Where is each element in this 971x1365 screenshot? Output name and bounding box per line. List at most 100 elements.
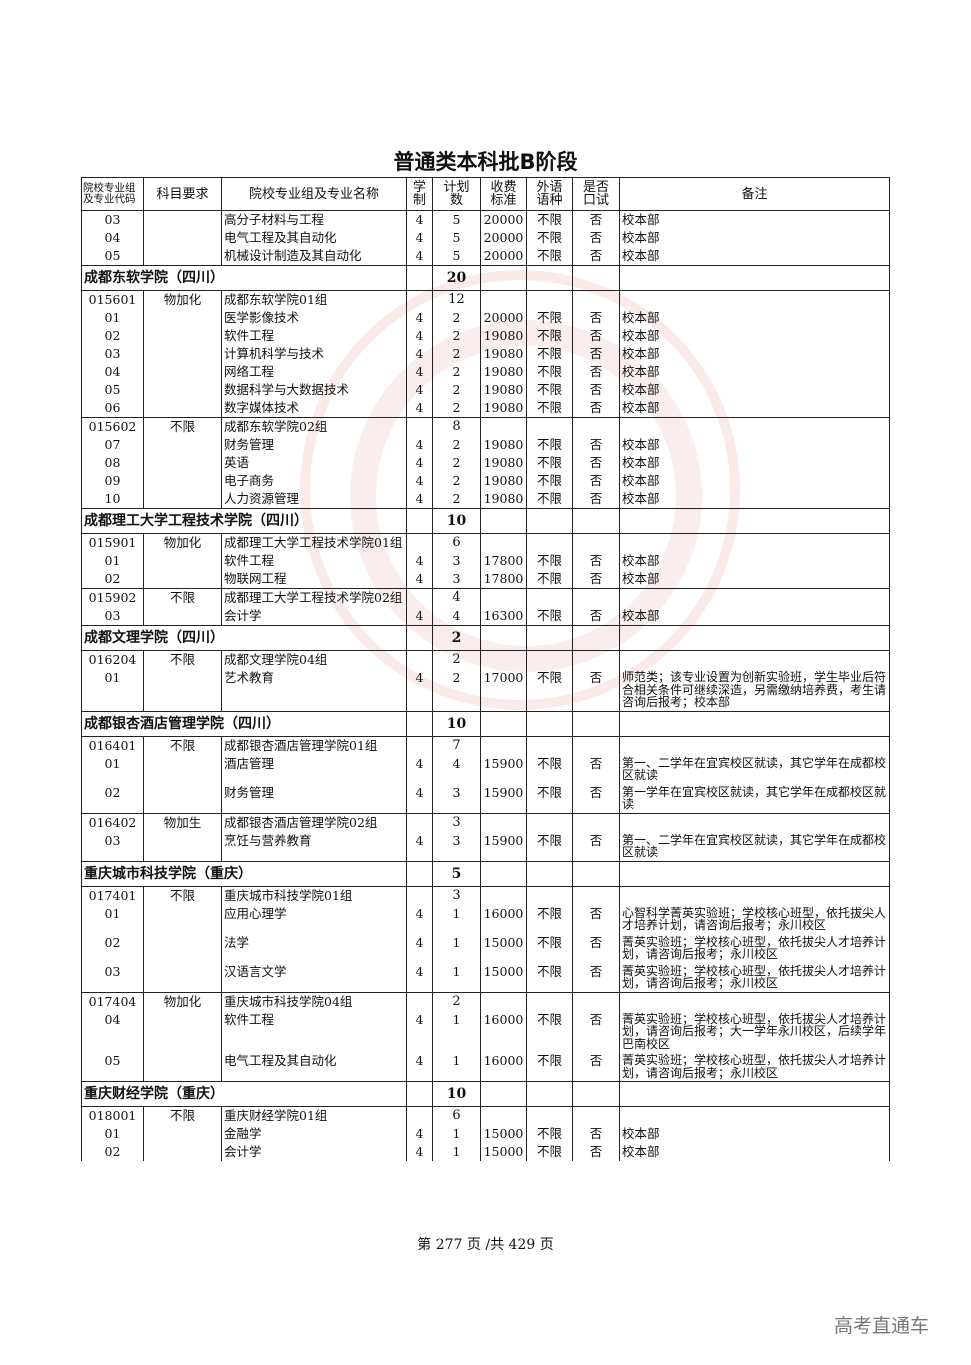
years: 4 bbox=[406, 472, 433, 490]
major-code: 01 bbox=[81, 1125, 144, 1143]
note-cell bbox=[619, 991, 890, 1011]
note-cell bbox=[619, 588, 890, 607]
years: 4 bbox=[406, 933, 433, 963]
group-code: 017404 bbox=[81, 991, 144, 1011]
lang-cell bbox=[526, 812, 573, 832]
oral-cell bbox=[572, 710, 620, 737]
school-plan: 10 bbox=[432, 710, 481, 737]
subject-requirement: 不限 bbox=[143, 1106, 222, 1125]
group-plan: 4 bbox=[432, 588, 481, 607]
major-row: 07 财务管理 4 2 19080 不限否校本部 bbox=[81, 436, 890, 454]
oral-cell bbox=[572, 735, 620, 755]
major-row: 01 金融学 4 1 15000 不限否校本部 bbox=[81, 1125, 890, 1143]
school-name: 成都理工大学工程技术学院（四川） bbox=[81, 508, 407, 534]
language: 不限 bbox=[526, 309, 573, 327]
oral-exam: 否 bbox=[572, 1010, 620, 1052]
plan-count: 3 bbox=[432, 552, 481, 570]
note-cell bbox=[619, 290, 890, 309]
subject-cell bbox=[143, 904, 222, 934]
major-code: 04 bbox=[81, 229, 144, 247]
major-code: 08 bbox=[81, 454, 144, 472]
oral-exam: 否 bbox=[572, 1143, 620, 1161]
years-cell bbox=[406, 735, 433, 755]
major-code: 05 bbox=[81, 247, 144, 266]
subject-cell bbox=[143, 933, 222, 963]
subject-cell bbox=[143, 363, 222, 381]
major-name: 金融学 bbox=[221, 1125, 407, 1143]
fee: 19080 bbox=[480, 345, 527, 363]
group-code: 018001 bbox=[81, 1106, 144, 1125]
brand-watermark: 高考直通车 bbox=[834, 1315, 930, 1337]
major-row: 03 汉语言文学 4 1 15000 不限否菁英实验班；学校核心班型，依托拔尖人才培养计划… bbox=[81, 962, 890, 992]
years: 4 bbox=[406, 210, 433, 229]
oral-exam: 否 bbox=[572, 490, 620, 509]
note-cell bbox=[619, 625, 890, 651]
group-plan: 6 bbox=[432, 1106, 481, 1125]
note: 校本部 bbox=[619, 1143, 890, 1161]
note: 校本部 bbox=[619, 607, 890, 626]
language: 不限 bbox=[526, 399, 573, 418]
header-years: 学制 bbox=[406, 177, 433, 211]
school-plan: 20 bbox=[432, 265, 481, 291]
subject-cell bbox=[143, 381, 222, 399]
major-code: 03 bbox=[81, 962, 144, 992]
oral-exam: 否 bbox=[572, 436, 620, 454]
years: 4 bbox=[406, 454, 433, 472]
years-cell bbox=[406, 1106, 433, 1125]
fee-cell bbox=[480, 417, 527, 436]
years: 4 bbox=[406, 1010, 433, 1052]
fee-cell bbox=[480, 290, 527, 309]
subject-cell bbox=[143, 783, 222, 813]
plan-count: 1 bbox=[432, 904, 481, 934]
oral-cell bbox=[572, 1106, 620, 1125]
school-plan: 10 bbox=[432, 508, 481, 534]
subject-cell bbox=[143, 436, 222, 454]
major-row: 02 软件工程 4 2 19080 不限否校本部 bbox=[81, 327, 890, 345]
note-cell bbox=[619, 265, 890, 291]
plan-count: 2 bbox=[432, 327, 481, 345]
major-name: 电子商务 bbox=[221, 472, 407, 490]
major-name: 应用心理学 bbox=[221, 904, 407, 934]
group-code: 015601 bbox=[81, 290, 144, 309]
language: 不限 bbox=[526, 1143, 573, 1161]
major-code: 03 bbox=[81, 345, 144, 363]
fee: 15900 bbox=[480, 754, 527, 784]
oral-exam: 否 bbox=[572, 309, 620, 327]
fee: 15900 bbox=[480, 831, 527, 861]
plan-count: 2 bbox=[432, 454, 481, 472]
major-code: 04 bbox=[81, 363, 144, 381]
major-code: 07 bbox=[81, 436, 144, 454]
plan-count: 4 bbox=[432, 607, 481, 626]
fee-cell bbox=[480, 533, 527, 552]
school-years-cell bbox=[406, 1081, 433, 1107]
years-cell bbox=[406, 812, 433, 832]
school-years-cell bbox=[406, 265, 433, 291]
years: 4 bbox=[406, 381, 433, 399]
oral-exam: 否 bbox=[572, 933, 620, 963]
oral-exam: 否 bbox=[572, 229, 620, 247]
lang-cell bbox=[526, 290, 573, 309]
oral-cell bbox=[572, 885, 620, 905]
oral-exam: 否 bbox=[572, 210, 620, 229]
years: 4 bbox=[406, 1125, 433, 1143]
fee-cell bbox=[480, 710, 527, 737]
major-row: 01 软件工程 4 3 17800 不限否校本部 bbox=[81, 552, 890, 570]
years: 4 bbox=[406, 552, 433, 570]
language: 不限 bbox=[526, 454, 573, 472]
subject-cell bbox=[143, 754, 222, 784]
note: 校本部 bbox=[619, 247, 890, 266]
table-header-row: 院校专业组及专业代码 科目要求 院校专业组及专业名称 学制 计划数 收费标准 外… bbox=[81, 177, 890, 211]
group-plan: 2 bbox=[432, 650, 481, 669]
school-row: 重庆财经学院（重庆） 10 bbox=[81, 1081, 890, 1107]
major-code: 01 bbox=[81, 309, 144, 327]
language: 不限 bbox=[526, 1125, 573, 1143]
fee: 16000 bbox=[480, 1052, 527, 1082]
oral-exam: 否 bbox=[572, 345, 620, 363]
note-cell bbox=[619, 417, 890, 436]
fee: 20000 bbox=[480, 229, 527, 247]
subject-cell bbox=[143, 229, 222, 247]
subject-cell bbox=[143, 490, 222, 509]
fee: 17800 bbox=[480, 552, 527, 570]
subject-cell bbox=[143, 247, 222, 266]
